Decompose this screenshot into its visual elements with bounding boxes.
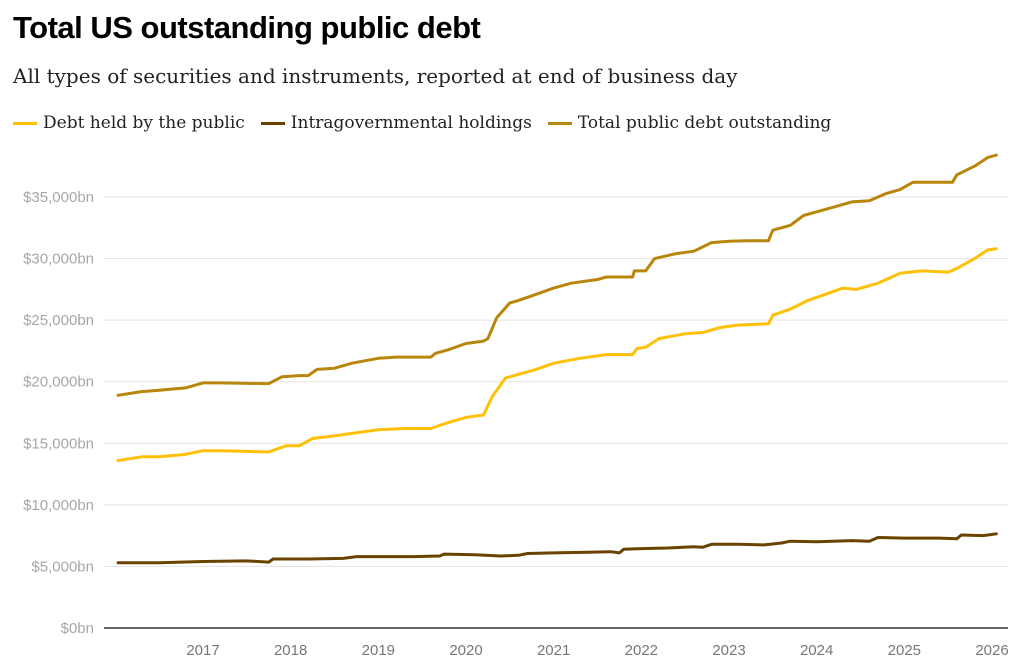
x-tick-label: 2018	[274, 642, 307, 659]
y-tick-label: $5,000bn	[31, 558, 94, 575]
x-tick-label: 2021	[537, 642, 570, 659]
legend-swatch-public	[13, 121, 37, 125]
legend-label-public: Debt held by the public	[43, 113, 245, 133]
legend-swatch-total	[547, 121, 572, 125]
series-line-total-public-debt-outstanding	[116, 153, 998, 397]
chart-title: Total US outstanding public debt	[13, 10, 481, 45]
legend: Debt held by the public Intragovernmenta…	[13, 113, 831, 133]
x-tick-label: 2022	[625, 642, 658, 659]
x-tick-label: 2025	[888, 642, 921, 659]
y-tick-label: $25,000bn	[23, 312, 94, 329]
y-tick-label: $30,000bn	[23, 251, 94, 268]
x-tick-label: 2019	[362, 642, 395, 659]
legend-label-intragovernmental: Intragovernmental holdings	[290, 113, 532, 133]
x-tick-label: 2026	[975, 642, 1008, 659]
legend-label-total: Total public debt outstanding	[577, 113, 832, 133]
y-tick-label: $10,000bn	[23, 497, 94, 514]
y-tick-label: $20,000bn	[23, 374, 94, 391]
legend-swatch-intragovernmental	[260, 121, 285, 125]
series-line-intragovernmental-holdings	[116, 532, 998, 565]
legend-item-intragovernmental: Intragovernmental holdings	[260, 113, 532, 133]
y-axis-ticks: $0bn $5,000bn $10,000bn $15,000bn $20,000bn $…	[23, 189, 94, 637]
series-line-debt-held-by-the-public	[116, 247, 998, 462]
y-tick-label: $0bn	[61, 620, 94, 637]
x-tick-label: 2020	[449, 642, 482, 659]
x-tick-label: 2017	[186, 642, 219, 659]
x-tick-label: 2024	[800, 642, 833, 659]
gridlines	[104, 196, 1008, 567]
chart-subtitle: All types of securities and instruments,…	[13, 64, 738, 88]
x-axis-ticks: 2017 2018 2019 2020 2021 2022 2023 2024 2025 2026	[186, 642, 1008, 659]
legend-item-total: Total public debt outstanding	[547, 113, 832, 133]
series-lines	[116, 153, 998, 565]
y-tick-label: $35,000bn	[23, 189, 94, 206]
x-tick-label: 2023	[712, 642, 745, 659]
y-tick-label: $15,000bn	[23, 435, 94, 452]
legend-item-public: Debt held by the public	[13, 113, 245, 133]
